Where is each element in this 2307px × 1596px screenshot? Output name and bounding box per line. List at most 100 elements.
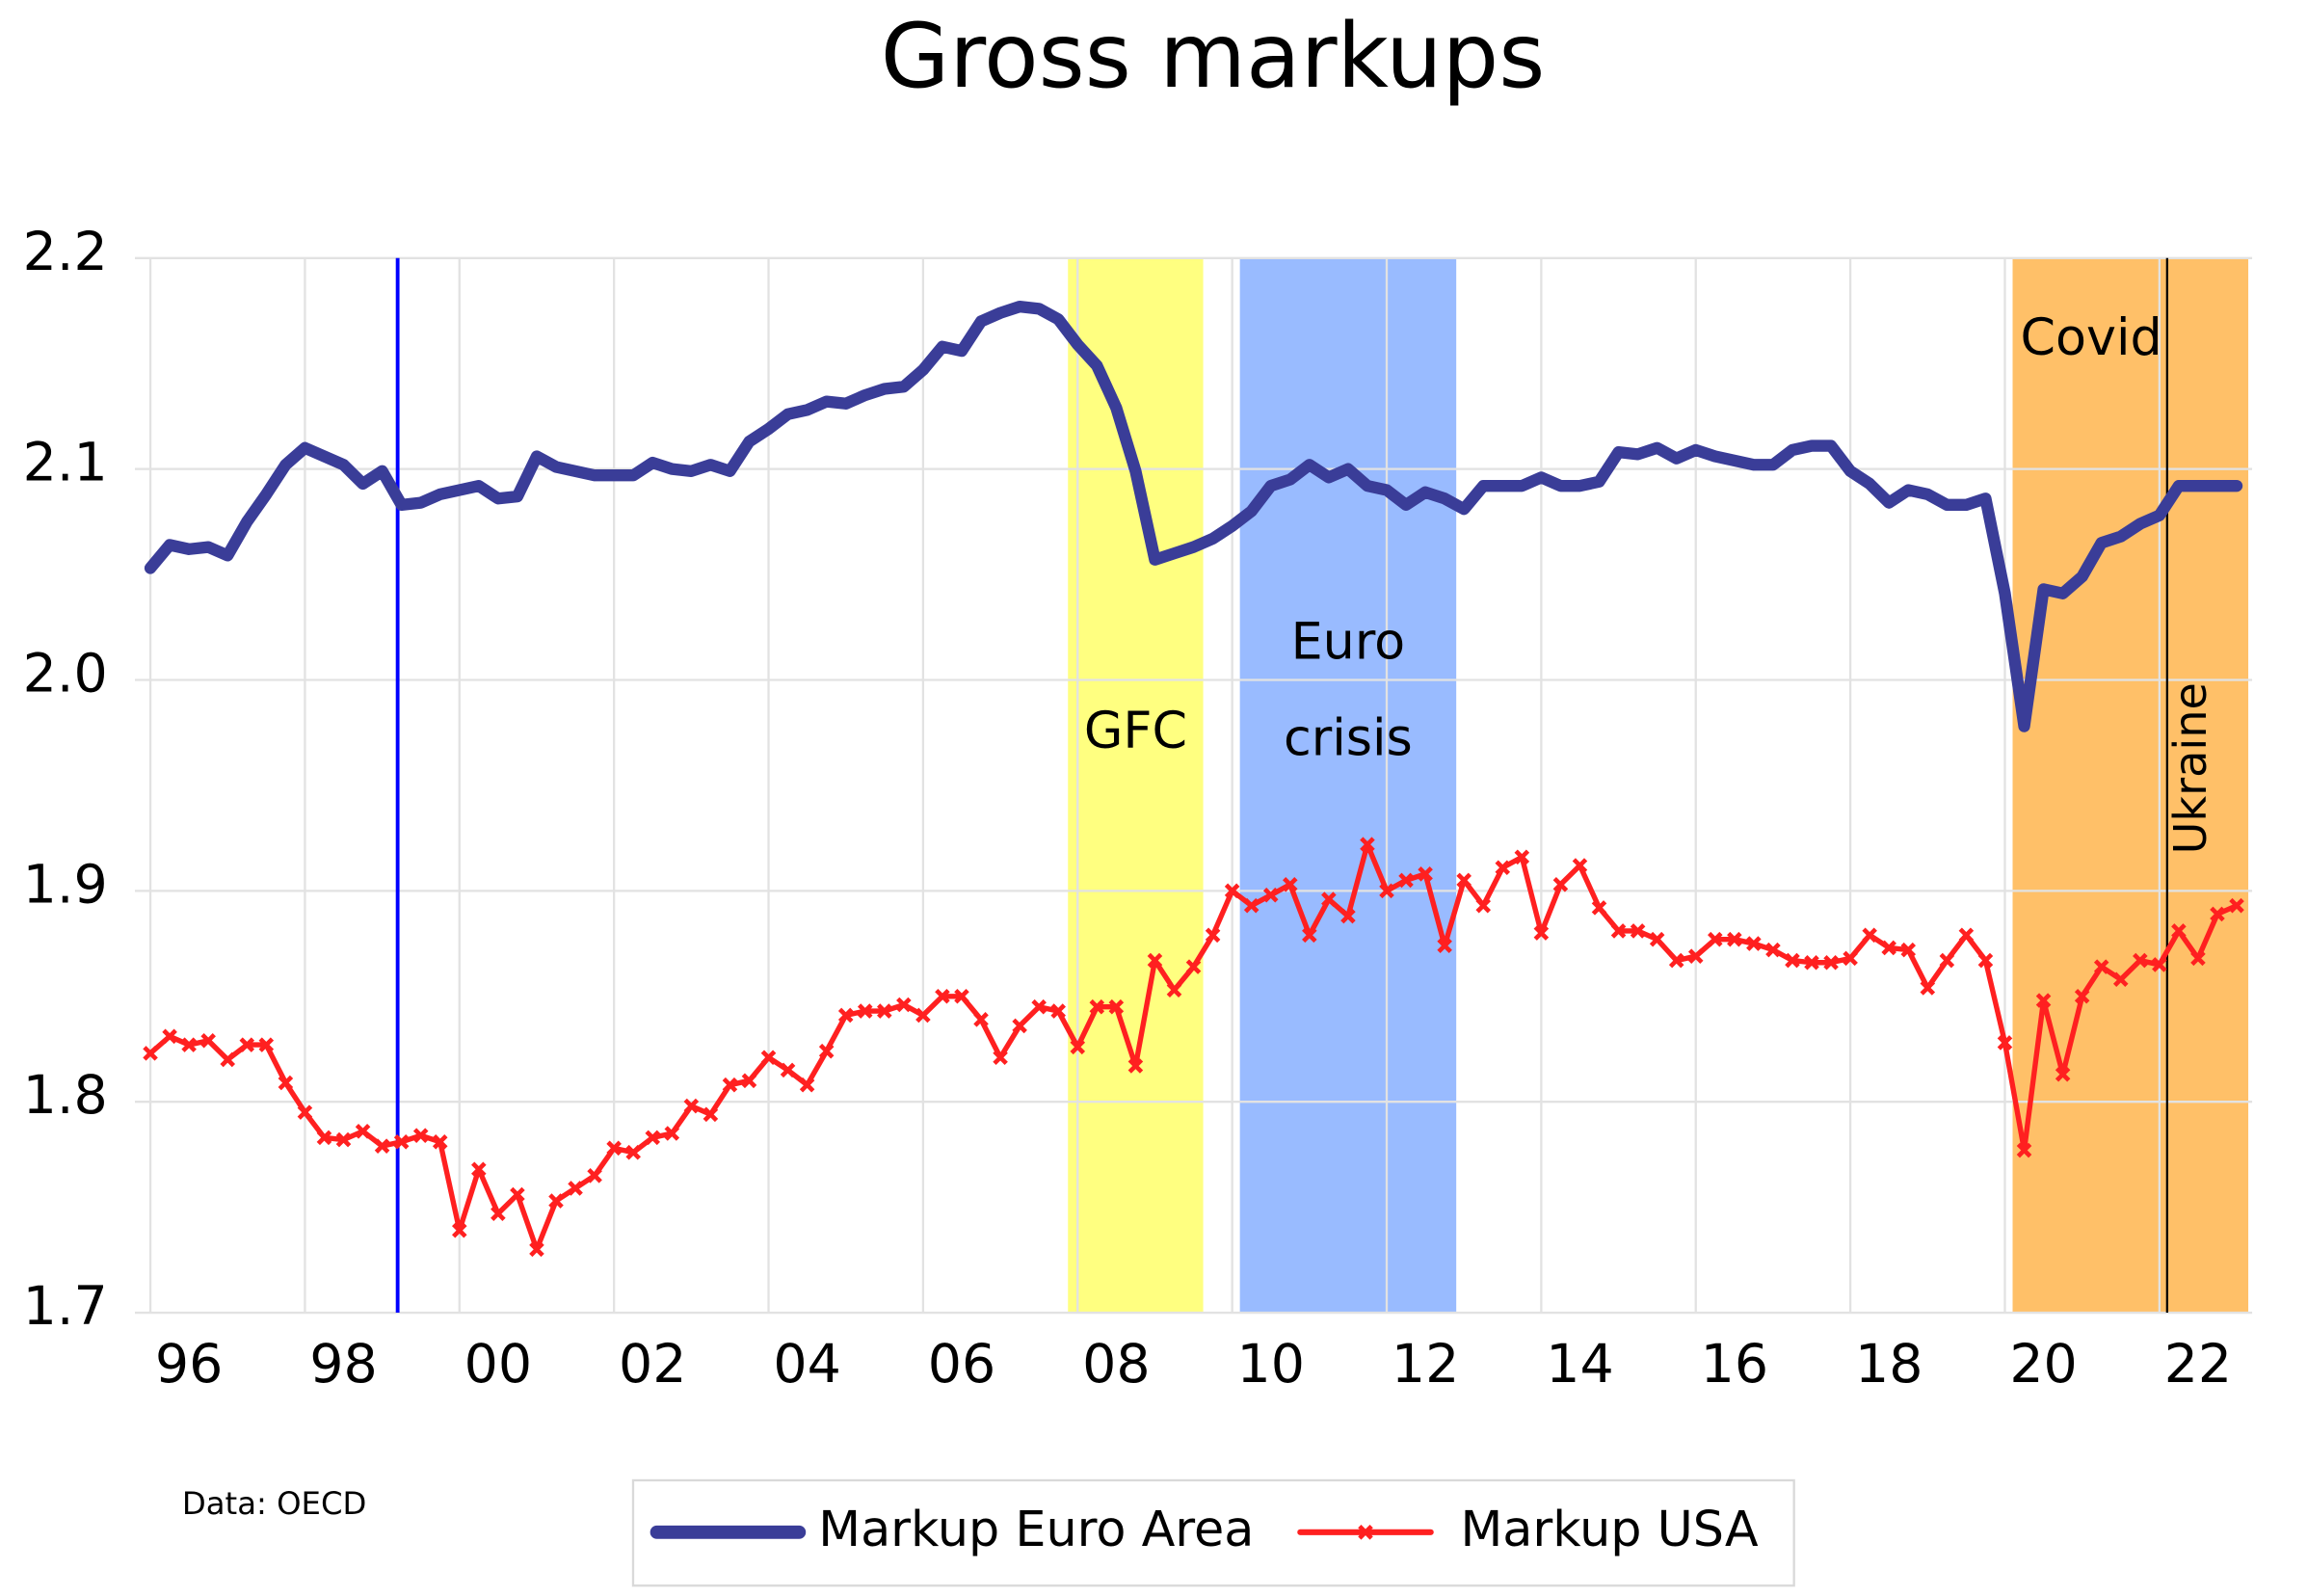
point-marker <box>1823 954 1839 971</box>
x-tick-label: 00 <box>464 1334 532 1396</box>
y-tick-label: 2.1 <box>23 433 108 494</box>
point-marker <box>935 988 950 1004</box>
point-marker <box>1610 923 1627 939</box>
y-tick-label: 2.0 <box>23 644 108 705</box>
point-marker <box>1785 952 1800 969</box>
point-marker <box>1977 952 1994 969</box>
point-marker <box>1939 952 1955 969</box>
point-marker <box>1282 876 1298 892</box>
shaded-period <box>1068 257 1204 1314</box>
point-marker <box>1687 948 1704 964</box>
x-tick-label: 16 <box>1701 1334 1768 1396</box>
point-marker <box>200 1032 216 1049</box>
point-marker <box>2210 906 2225 922</box>
shaded-period <box>2012 257 2249 1314</box>
x-tick-label: 02 <box>619 1334 686 1396</box>
point-marker <box>1804 954 1819 971</box>
series-line <box>144 300 2243 732</box>
point-marker <box>1147 952 1163 969</box>
point-marker <box>915 1007 931 1024</box>
point-marker <box>1495 860 1511 876</box>
point-marker <box>432 1133 448 1150</box>
source-note: Data: OECD <box>182 1485 366 1522</box>
point-marker <box>2112 971 2129 988</box>
point-marker <box>510 1186 525 1203</box>
point-marker <box>1630 923 1646 939</box>
y-tick-label: 2.2 <box>23 222 108 283</box>
point-marker <box>374 1138 390 1154</box>
point-marker <box>1997 1035 2013 1051</box>
point-marker <box>1437 938 1452 954</box>
legend-box <box>631 1478 1795 1587</box>
period-label: Euro <box>1291 612 1406 671</box>
point-marker <box>2074 988 2090 1004</box>
shaded-period <box>1239 257 1457 1314</box>
point-marker <box>529 1241 544 1258</box>
point-marker <box>2055 1066 2071 1082</box>
point-marker <box>1340 908 1356 924</box>
point-marker <box>1668 952 1684 969</box>
point-marker <box>1031 998 1047 1015</box>
point-marker <box>1591 900 1607 916</box>
point-marker <box>896 997 912 1013</box>
point-marker <box>2229 897 2244 914</box>
point-marker <box>181 1037 197 1052</box>
point-marker <box>1127 1058 1144 1074</box>
y-tick-label: 1.7 <box>23 1276 108 1338</box>
point-marker <box>703 1106 719 1123</box>
point-marker <box>278 1075 294 1091</box>
point-marker <box>393 1133 410 1150</box>
point-marker <box>1727 931 1742 947</box>
point-marker <box>780 1062 796 1078</box>
point-marker <box>1262 887 1279 903</box>
point-marker <box>297 1104 313 1120</box>
x-tick-label: 10 <box>1236 1334 1304 1396</box>
point-marker <box>1418 866 1433 882</box>
point-marker <box>2016 1142 2032 1158</box>
point-marker <box>1843 950 1858 967</box>
point-marker <box>1360 837 1375 852</box>
point-marker <box>1920 980 1936 996</box>
period-label: GFC <box>1084 702 1187 760</box>
point-marker <box>1649 931 1665 947</box>
legend-label: Markup USA <box>1460 1501 1758 1557</box>
point-marker <box>1708 931 1723 947</box>
point-marker <box>412 1128 429 1143</box>
point-marker <box>1321 891 1337 907</box>
point-marker <box>1398 872 1414 889</box>
legend-label: Markup Euro Area <box>818 1501 1254 1557</box>
x-tick-label: 08 <box>1082 1334 1150 1396</box>
point-marker <box>1533 925 1550 941</box>
x-tick-label: 14 <box>1546 1334 1613 1396</box>
point-marker <box>1475 897 1492 914</box>
point-marker <box>1552 876 1569 892</box>
point-marker <box>2152 957 2167 972</box>
point-marker <box>877 1003 892 1019</box>
x-tick-label: 12 <box>1392 1334 1459 1396</box>
point-marker <box>2133 952 2148 969</box>
point-marker <box>664 1126 680 1141</box>
point-marker <box>1958 927 1975 944</box>
point-marker <box>1166 982 1182 998</box>
period-label: Covid <box>2021 308 2162 367</box>
point-marker <box>568 1181 583 1196</box>
point-marker <box>2171 923 2187 939</box>
point-marker <box>1862 927 1877 944</box>
point-marker <box>1070 1039 1086 1055</box>
point-marker <box>335 1131 352 1148</box>
point-marker <box>993 1050 1008 1066</box>
point-marker <box>258 1037 275 1052</box>
point-marker <box>1012 1018 1027 1034</box>
point-marker <box>1205 927 1221 944</box>
point-marker <box>587 1168 602 1184</box>
point-marker <box>2035 993 2052 1008</box>
point-marker <box>625 1144 641 1160</box>
point-marker <box>837 1007 854 1024</box>
point-marker <box>1514 849 1530 865</box>
point-marker <box>548 1193 564 1209</box>
point-marker <box>1108 998 1125 1015</box>
point-marker <box>491 1206 506 1221</box>
point-marker <box>1881 940 1896 956</box>
point-marker <box>1185 959 1202 974</box>
